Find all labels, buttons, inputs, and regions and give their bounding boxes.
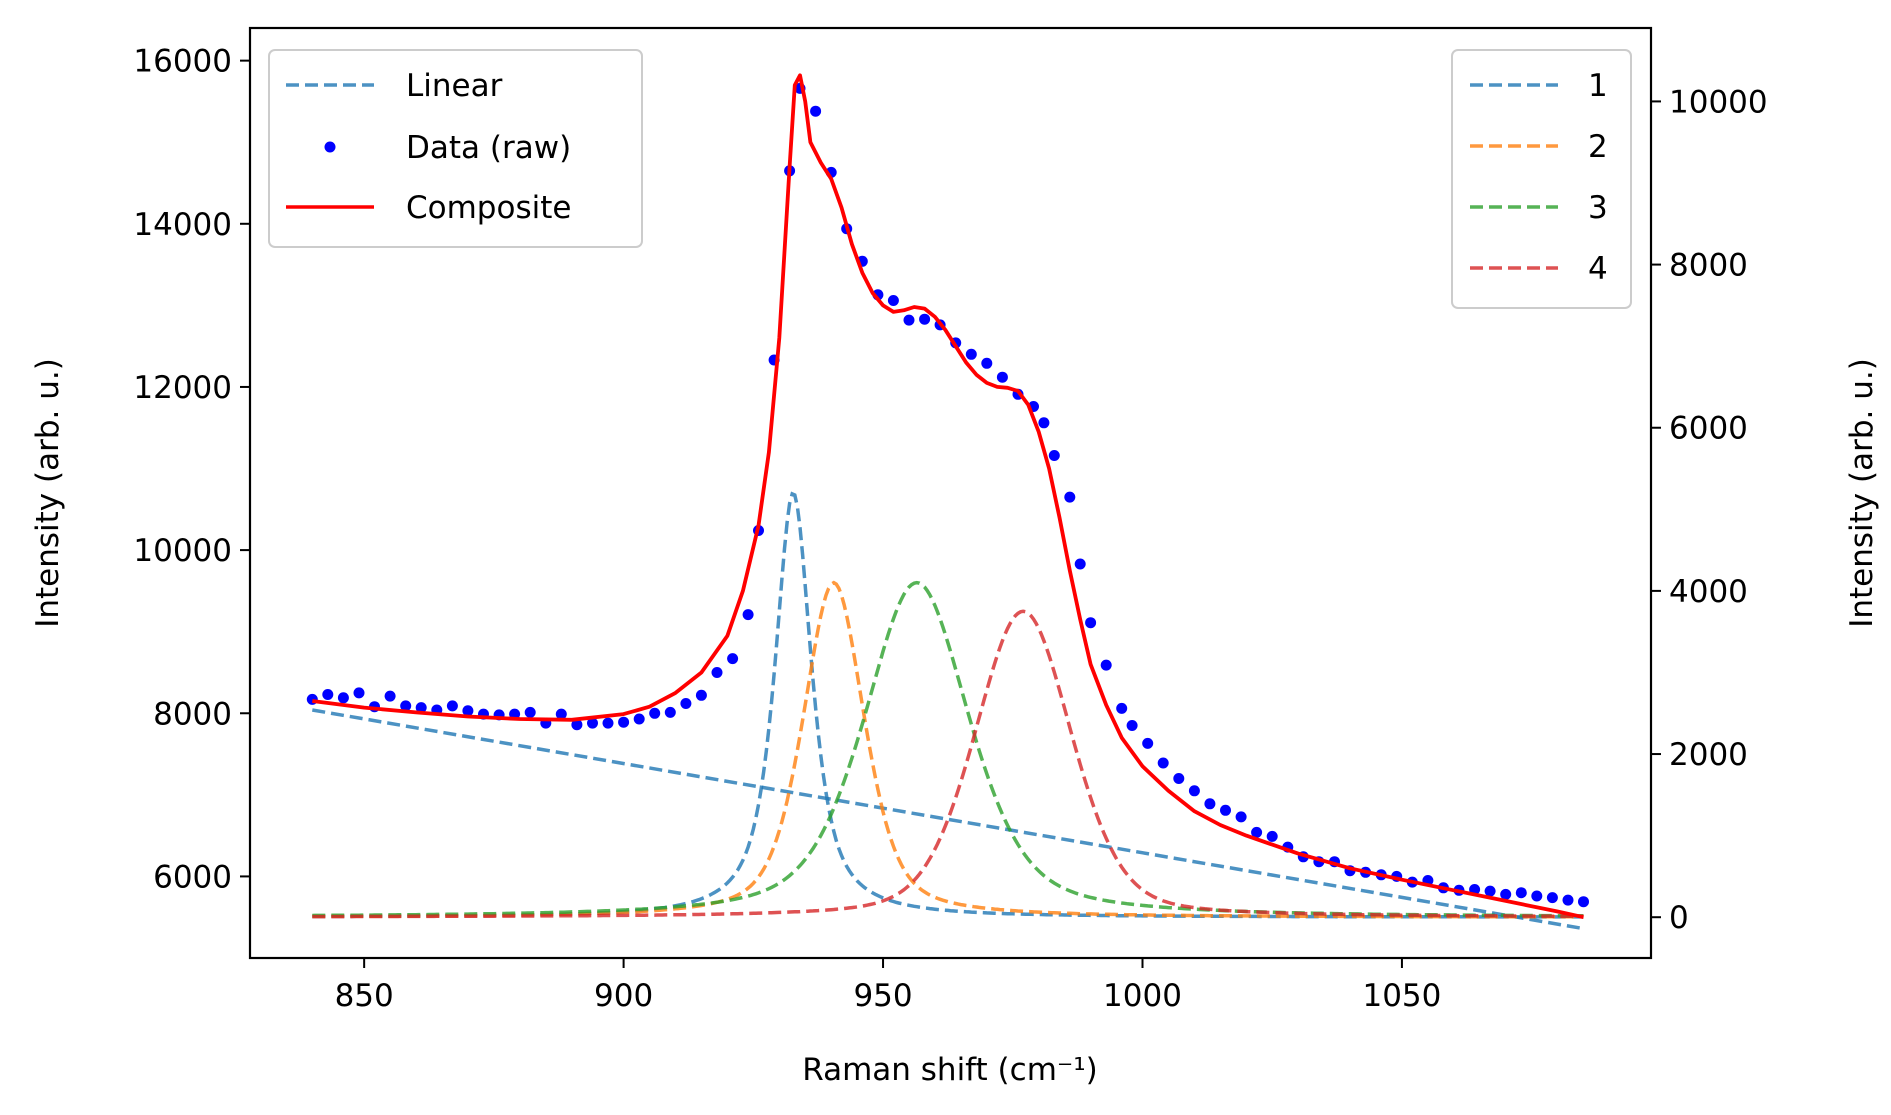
- data-point: [1578, 896, 1589, 908]
- data-point: [353, 687, 365, 699]
- data-point: [727, 653, 739, 665]
- data-point: [810, 105, 822, 117]
- x-axis-label: Raman shift (cm⁻¹): [802, 1052, 1098, 1088]
- data-point: [1546, 892, 1558, 904]
- legend-peak2-label: 2: [1588, 129, 1608, 165]
- plot-frame: [248, 26, 1653, 960]
- data-point: [1204, 798, 1216, 810]
- data-point: [1484, 885, 1496, 897]
- data-point: [1220, 804, 1231, 816]
- data-point: [322, 689, 334, 700]
- data-point: [337, 692, 349, 704]
- data-point: [1038, 417, 1050, 429]
- data-point: [903, 314, 915, 326]
- x-tick-label: 1000: [1103, 978, 1182, 1014]
- legend-peak4-label: 4: [1588, 251, 1608, 287]
- data-point: [996, 371, 1008, 383]
- series-linear: [312, 708, 1584, 931]
- data-point: [602, 717, 614, 729]
- y-tick-label-left: 14000: [133, 207, 232, 243]
- y-tick-label-left: 8000: [153, 696, 232, 732]
- y-tick-label-right: 2000: [1669, 737, 1748, 773]
- data-point: [887, 295, 899, 306]
- legend-data-label: Data (raw): [406, 130, 571, 166]
- y-tick-label-right: 6000: [1669, 411, 1748, 447]
- y-axis-right: 0 2000 4000 6000 8000 10000: [1651, 84, 1768, 936]
- legend-right: 1 2 3 4: [1451, 49, 1632, 309]
- data-point: [1531, 890, 1543, 902]
- data-point: [919, 313, 931, 325]
- y-tick-label-right: 10000: [1669, 84, 1768, 120]
- y-tick-label-left: 6000: [153, 859, 232, 895]
- data-point: [1126, 720, 1138, 731]
- data-point: [618, 716, 630, 728]
- y-tick-label-right: 4000: [1669, 574, 1748, 610]
- y-tick-label-right: 8000: [1669, 248, 1748, 284]
- data-point: [587, 717, 598, 729]
- y-axis-left: 6000 8000 10000 12000 14000 16000: [133, 44, 250, 895]
- y-tick-label-left: 16000: [133, 44, 232, 80]
- legend-left: Linear Data (raw) Composite: [268, 49, 643, 248]
- data-point: [1074, 558, 1086, 570]
- data-point: [633, 713, 645, 725]
- data-point: [1188, 785, 1200, 797]
- data-point: [1085, 617, 1097, 629]
- legend-composite-label: Composite: [406, 190, 571, 226]
- data-point: [1173, 773, 1185, 784]
- data-point: [1142, 737, 1154, 749]
- legend-right-box: [1451, 49, 1632, 309]
- legend-linear-label: Linear: [406, 68, 503, 104]
- data-point: [400, 700, 412, 712]
- x-axis: 850 900 950 1000 1050: [335, 958, 1441, 1014]
- legend-data-swatch: [324, 141, 336, 153]
- data-point: [680, 698, 692, 709]
- data-point: [742, 609, 754, 621]
- data-point: [1266, 830, 1278, 842]
- data-point: [981, 357, 993, 369]
- data-point: [649, 707, 661, 719]
- y-tick-label-left: 10000: [133, 533, 232, 569]
- data-point: [1251, 826, 1263, 838]
- data-point: [524, 706, 536, 718]
- data-point: [965, 348, 977, 360]
- data-point: [1048, 450, 1060, 461]
- data-point: [446, 700, 458, 712]
- y-tick-label-right: 0: [1669, 900, 1689, 936]
- data-point: [1100, 659, 1112, 671]
- data-point: [1235, 811, 1247, 823]
- data-point: [571, 719, 583, 731]
- y-axis-label-right: Intensity (arb. u.): [1844, 358, 1880, 628]
- data-point: [415, 702, 427, 714]
- data-point: [1064, 491, 1076, 503]
- y-axis-label-left: Intensity (arb. u.): [30, 358, 66, 628]
- x-tick-label: 1050: [1362, 978, 1441, 1014]
- data-point: [1116, 702, 1128, 714]
- legend-left-box: [268, 49, 643, 248]
- legend-peak3-label: 3: [1588, 190, 1608, 226]
- series-composite: [312, 73, 1584, 920]
- y-tick-label-left: 12000: [133, 370, 232, 406]
- data-point: [664, 706, 676, 718]
- data-point: [1515, 887, 1527, 899]
- series-peak-4: [312, 609, 1584, 919]
- data-point: [1157, 757, 1169, 769]
- legend-peak1-label: 1: [1588, 68, 1608, 104]
- x-tick-label: 900: [594, 978, 653, 1014]
- data-point: [1500, 888, 1512, 900]
- data-point: [711, 667, 723, 678]
- x-tick-label: 850: [335, 978, 394, 1014]
- data-point: [384, 690, 396, 702]
- data-point: [695, 689, 707, 701]
- data-point: [462, 705, 474, 717]
- data-point: [555, 708, 567, 720]
- series-layer: [306, 73, 1589, 931]
- data-point: [1562, 894, 1574, 906]
- x-tick-label: 950: [853, 978, 912, 1014]
